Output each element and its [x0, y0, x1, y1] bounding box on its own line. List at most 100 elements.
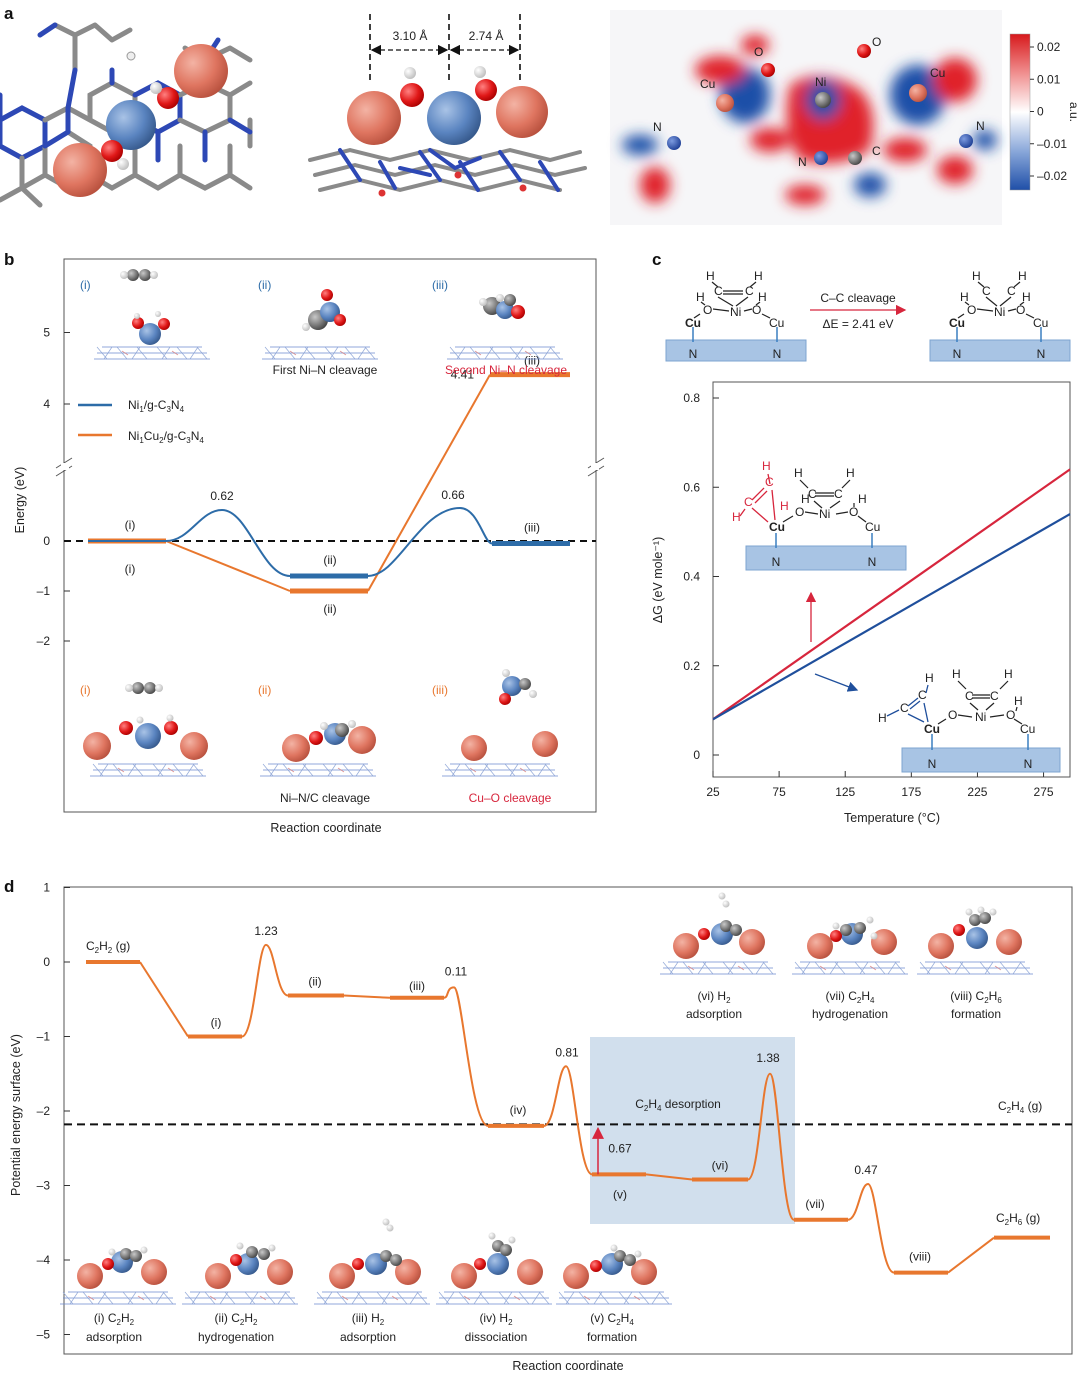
atom-o: O: [1006, 708, 1015, 722]
d-connector: [645, 1173, 693, 1181]
colorbar-tick-label: 0: [1037, 105, 1044, 119]
d-state-label: (i): [211, 1016, 222, 1030]
c-ytick-label: 0.6: [683, 480, 700, 494]
atom-c: C: [918, 688, 927, 702]
inset-blue-structure: N N Cu Cu O O Ni C C H H H H C C H: [878, 667, 1061, 773]
atom-cu: Cu: [685, 316, 701, 330]
panel-b: b 5 4 0 –1 –2 Energy (eV) Reaction coordinat…: [4, 250, 605, 835]
b-ytick-label: 5: [43, 326, 50, 340]
panel-d-xlabel: Reaction coordinate: [512, 1359, 623, 1373]
panel-c-ylabel: ΔG (eV mole⁻¹): [651, 537, 665, 624]
b-value-0.66: 0.66: [441, 488, 465, 502]
b-value-0.62: 0.62: [210, 489, 234, 503]
panel-b-ylabel: Energy (eV): [13, 467, 27, 534]
desorption-highlight: [590, 1037, 795, 1224]
d-connector: [847, 1183, 895, 1274]
d-ts-value: 0.67: [608, 1141, 632, 1155]
d-connector: [241, 943, 289, 1038]
d-top-caption-line2: adsorption: [686, 1007, 742, 1021]
atom-h: H: [878, 711, 887, 725]
c-xtick-label: 175: [901, 785, 921, 799]
atom-h: H: [696, 290, 705, 304]
b-orange-connector: [165, 540, 291, 592]
atom-ni: Ni: [975, 710, 986, 724]
scheme-energy: ΔE = 2.41 eV: [822, 317, 893, 331]
panel-a: a: [0, 4, 1080, 225]
d-bottom-caption-line2: formation: [587, 1330, 637, 1344]
b-curve-label-blue-ii: (ii): [323, 553, 336, 567]
atom-n: N: [773, 347, 782, 361]
atom-c: C: [714, 284, 723, 298]
b-caption-first-cleavage: First Ni–N cleavage: [273, 363, 378, 377]
b-orange-connector: [367, 374, 491, 592]
d-connector: [947, 1236, 995, 1274]
b-value-4.41: 4.41: [451, 368, 475, 382]
d-connector: [543, 1065, 593, 1176]
atom-cu: Cu: [924, 722, 940, 736]
panel-b-xlabel: Reaction coordinate: [270, 821, 381, 835]
atom-o: O: [948, 708, 957, 722]
d-connector: [139, 961, 189, 1038]
panel-a-letter: a: [4, 4, 14, 23]
b-ytick-label: 0: [43, 534, 50, 548]
atom-h: H: [794, 466, 803, 480]
atom-n: N: [928, 757, 937, 771]
b-ytick-label: 4: [43, 397, 50, 411]
scheme-before: N N Cu Cu O O H H Ni C C H H: [665, 269, 807, 362]
panel-b-letter: b: [4, 250, 14, 269]
b-bottom-state-i: (i): [80, 683, 91, 697]
atom-n: N: [953, 347, 962, 361]
d-ytick-label: –3: [37, 1179, 51, 1193]
atom-n: N: [689, 347, 698, 361]
atom-c: C: [808, 487, 817, 501]
c-xtick-label: 25: [706, 785, 720, 799]
d-ytick-label: –1: [37, 1030, 51, 1044]
panel-d: d 1 0 –1 –2 –3 –4 –5 Potential energy surface …: [4, 877, 1073, 1373]
d-top-caption-line1: (vii) C2H4: [826, 989, 875, 1005]
charge-density-map: Cu Cu O O Ni N N N C: [610, 10, 1002, 225]
d-top-caption-line1: (vi) H2: [697, 989, 731, 1005]
gas-label-c2h6: C2H6 (g): [996, 1211, 1040, 1227]
c-ytick-label: 0.8: [683, 391, 700, 405]
gas-label-c2h2: C2H2 (g): [86, 939, 130, 955]
atom-cu: Cu: [1020, 722, 1035, 736]
panel-d-curve: 1.23 0.11 0.81 0.67 1.38 0.47 (i) (ii) (iii) (iv)…: [64, 924, 1072, 1275]
panel-d-bottom-structures: [59, 1218, 673, 1305]
c-ytick-label: 0.4: [683, 570, 700, 584]
atom-h: H: [706, 269, 715, 283]
gas-label-c2h4: C2H4 (g): [998, 1099, 1042, 1115]
atom-h: H: [1014, 694, 1023, 708]
map-label-n-right: N: [976, 119, 985, 133]
panel-d-letter: d: [4, 877, 14, 896]
c-xtick-label: 75: [772, 785, 786, 799]
c-xtick-label: 275: [1034, 785, 1054, 799]
atom-h: H: [762, 459, 771, 473]
d-bottom-caption-line2: adsorption: [340, 1330, 396, 1344]
panel-c-xlabel: Temperature (°C): [844, 811, 940, 825]
d-state-label: (ii): [308, 975, 321, 989]
atom-o: O: [967, 303, 976, 317]
d-ts-value: 0.47: [854, 1163, 878, 1177]
colorbar-tick-label: –0.02: [1037, 169, 1067, 183]
d-ytick-label: –5: [37, 1328, 51, 1342]
b-ytick-label: –1: [37, 584, 51, 598]
b-caption-cu-o: Cu–O cleavage: [469, 791, 552, 805]
map-label-cu-left: Cu: [700, 77, 715, 91]
panel-c: c N N Cu Cu O O H H Ni C C H H: [651, 250, 1071, 825]
atom-n: N: [1024, 757, 1033, 771]
legend-b: Ni1/g-C3N4 Ni1Cu2/g-C3N4: [78, 398, 204, 445]
atom-c: C: [745, 284, 754, 298]
d-top-caption-line1: (viii) C2H6: [950, 989, 1002, 1005]
atom-c: C: [900, 701, 909, 715]
b-ytick-label: –2: [37, 634, 51, 648]
d-connector: [443, 986, 489, 1127]
d-state-label: (viii): [909, 1250, 931, 1264]
atom-n: N: [772, 555, 781, 569]
atom-cu: Cu: [1033, 316, 1048, 330]
atom-h: H: [972, 269, 981, 283]
atom-h: H: [1004, 667, 1013, 681]
map-label-cu-right: Cu: [930, 66, 945, 80]
atom-c: C: [1007, 284, 1016, 298]
map-label-n-left: N: [653, 120, 662, 134]
panel-d-top-structures: [659, 892, 1034, 975]
